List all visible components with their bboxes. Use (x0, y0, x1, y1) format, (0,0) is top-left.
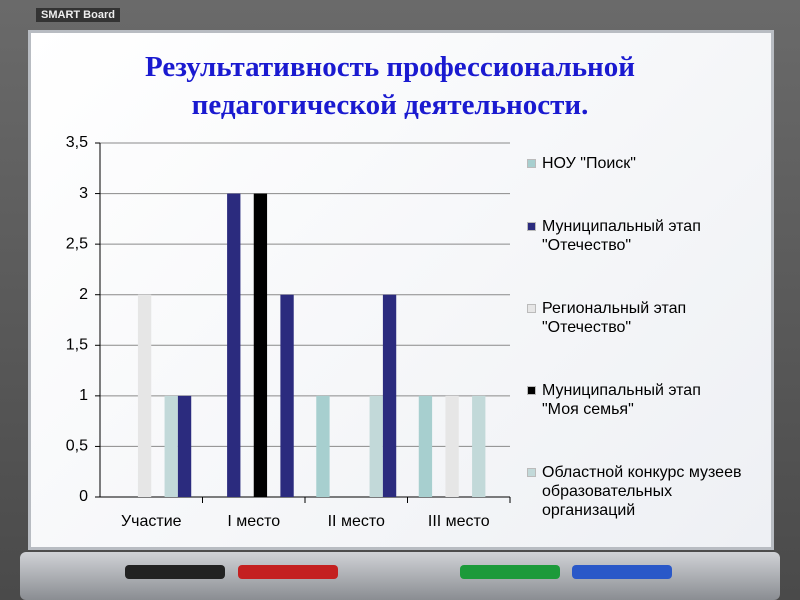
legend-label: НОУ "Поиск" (542, 155, 636, 172)
y-tick-label: 0,5 (66, 438, 88, 455)
y-tick-label: 2,5 (66, 235, 88, 252)
legend-swatch (527, 222, 536, 231)
x-tick-label: Участие (121, 513, 182, 530)
bar (253, 193, 268, 498)
bar (164, 395, 178, 497)
legend-swatch (527, 304, 536, 313)
pen-black[interactable] (125, 565, 225, 579)
bar (369, 395, 383, 497)
x-tick-label: III место (428, 513, 490, 530)
pen-blue[interactable] (572, 565, 672, 579)
bar (382, 294, 397, 497)
bar (177, 395, 192, 497)
legend-item: НОУ "Поиск" (527, 154, 742, 173)
legend: НОУ "Поиск" Муниципальный этап "Отечество… (527, 132, 742, 542)
board-surface (28, 30, 774, 550)
bar (227, 193, 241, 498)
legend-label: Муниципальный этап "Моя семья" (542, 382, 701, 418)
y-tick-label: 1,5 (66, 337, 88, 354)
bar (316, 395, 330, 497)
legend-swatch (527, 468, 536, 477)
y-tick-label: 3,5 (66, 134, 88, 151)
pen-red[interactable] (238, 565, 338, 579)
legend-label: Муниципальный этап "Отечество" (542, 218, 701, 254)
legend-swatch (527, 386, 536, 395)
logo: SMART Board (36, 8, 120, 22)
bar (137, 294, 152, 497)
y-tick-label: 0 (79, 488, 88, 505)
bar (280, 294, 294, 497)
pen-green[interactable] (460, 565, 560, 579)
y-tick-label: 1 (79, 387, 88, 404)
x-tick-label: II место (328, 513, 385, 530)
bar (472, 395, 486, 497)
legend-item: Муниципальный этап "Моя семья" (527, 381, 742, 419)
chart-title: Результативность профессиональной педаго… (145, 51, 635, 121)
bar (418, 395, 433, 497)
legend-swatch (527, 159, 536, 168)
legend-item: Муниципальный этап "Отечество" (527, 217, 742, 255)
legend-label: Региональный этап "Отечество" (542, 300, 687, 336)
y-tick-label: 2 (79, 286, 88, 303)
legend-item: Областной конкурс музеев образовательных… (527, 463, 742, 520)
y-tick-label: 3 (79, 185, 88, 202)
legend-item: Региональный этап "Отечество" (527, 299, 742, 337)
bar (445, 395, 459, 497)
legend-label: Областной конкурс музеев образовательных… (542, 464, 742, 519)
x-tick-label: I место (227, 513, 280, 530)
